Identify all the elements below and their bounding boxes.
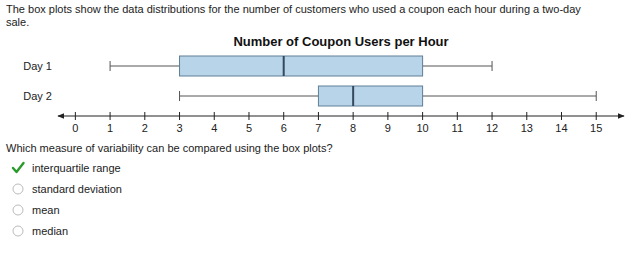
tick bbox=[179, 112, 180, 120]
answer-option: mean bbox=[32, 204, 60, 216]
tick-label: 4 bbox=[211, 122, 217, 134]
axis-line bbox=[58, 116, 624, 117]
tick bbox=[248, 112, 249, 120]
description: sale. bbox=[6, 16, 29, 28]
answer-option: median bbox=[32, 225, 68, 237]
box bbox=[180, 56, 423, 76]
tick-label: 11 bbox=[452, 122, 463, 134]
tick-label: 1 bbox=[107, 122, 113, 134]
title: Number of Coupon Users per Hour bbox=[233, 34, 448, 49]
tick-label: 8 bbox=[350, 122, 356, 134]
description: The box plots show the data distribution… bbox=[6, 3, 581, 15]
whisker-cap bbox=[179, 91, 180, 101]
tick-label: 0 bbox=[72, 122, 78, 134]
chart: The box plots show the data distribution… bbox=[0, 0, 635, 259]
plot-area bbox=[110, 56, 596, 106]
tick-label: 14 bbox=[555, 122, 567, 134]
tick-label: 7 bbox=[315, 122, 321, 134]
tick bbox=[387, 112, 388, 120]
tick-label: 9 bbox=[385, 122, 391, 134]
category-label: Day 1 bbox=[23, 60, 52, 72]
whisker bbox=[180, 96, 319, 97]
tick bbox=[110, 112, 111, 120]
tick-label: 5 bbox=[246, 122, 252, 134]
box bbox=[318, 86, 422, 106]
option-circle bbox=[13, 226, 23, 236]
category-label: Day 2 bbox=[23, 90, 52, 102]
tick bbox=[526, 112, 527, 120]
whisker bbox=[110, 66, 179, 67]
tick-label: 10 bbox=[416, 122, 428, 134]
answer-option: interquartile range bbox=[32, 162, 121, 174]
whisker-cap bbox=[492, 61, 493, 71]
tick bbox=[283, 112, 284, 120]
tick-label: 6 bbox=[281, 122, 287, 134]
median bbox=[283, 56, 285, 76]
tick bbox=[144, 112, 145, 120]
option-circle bbox=[13, 184, 23, 194]
option-circle bbox=[13, 205, 23, 215]
median bbox=[352, 86, 354, 106]
whisker-cap bbox=[596, 91, 597, 101]
tick bbox=[214, 112, 215, 120]
tick-label: 12 bbox=[486, 122, 498, 134]
answer-option: standard deviation bbox=[32, 183, 122, 195]
tick bbox=[492, 112, 493, 120]
question: Which measure of variability can be comp… bbox=[6, 142, 333, 154]
tick bbox=[353, 112, 354, 120]
whisker bbox=[423, 96, 597, 97]
correct-mark bbox=[13, 163, 24, 172]
tick bbox=[318, 112, 319, 120]
tick bbox=[457, 112, 458, 120]
tick bbox=[422, 112, 423, 120]
whisker-cap bbox=[110, 61, 111, 71]
tick bbox=[596, 112, 597, 120]
tick-label: 15 bbox=[590, 122, 602, 134]
tick bbox=[75, 112, 76, 120]
tick bbox=[561, 112, 562, 120]
tick-label: 3 bbox=[176, 122, 182, 134]
tick-label: 13 bbox=[521, 122, 533, 134]
whisker bbox=[423, 66, 492, 67]
tick-label: 2 bbox=[142, 122, 148, 134]
